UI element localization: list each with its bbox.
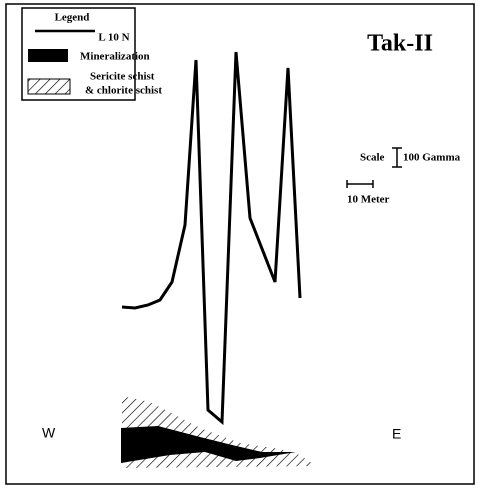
legend-schist-swatch (27, 78, 71, 95)
legend-mineralization-swatch (28, 49, 68, 62)
legend-schist-label: & chlorite schist (85, 85, 162, 97)
legend-line-label: L 10 N (98, 32, 129, 44)
west-label: W (42, 425, 56, 441)
scale-bar-horizontal (346, 180, 374, 188)
legend-mineralization-label: Mineralization (80, 51, 150, 63)
east-label: E (392, 426, 401, 442)
legend-schist-label: Sericite schist (90, 71, 155, 83)
scale-label: Scale (360, 152, 385, 164)
scale-vertical-label: 100 Gamma (403, 152, 461, 164)
profile-line (121, 51, 302, 426)
legend-title: Legend (55, 12, 90, 24)
scale-horizontal-label: 10 Meter (347, 194, 390, 206)
title: Tak-II (367, 31, 433, 57)
mineralization-body (121, 426, 296, 463)
scale-bar-vertical (392, 147, 402, 168)
